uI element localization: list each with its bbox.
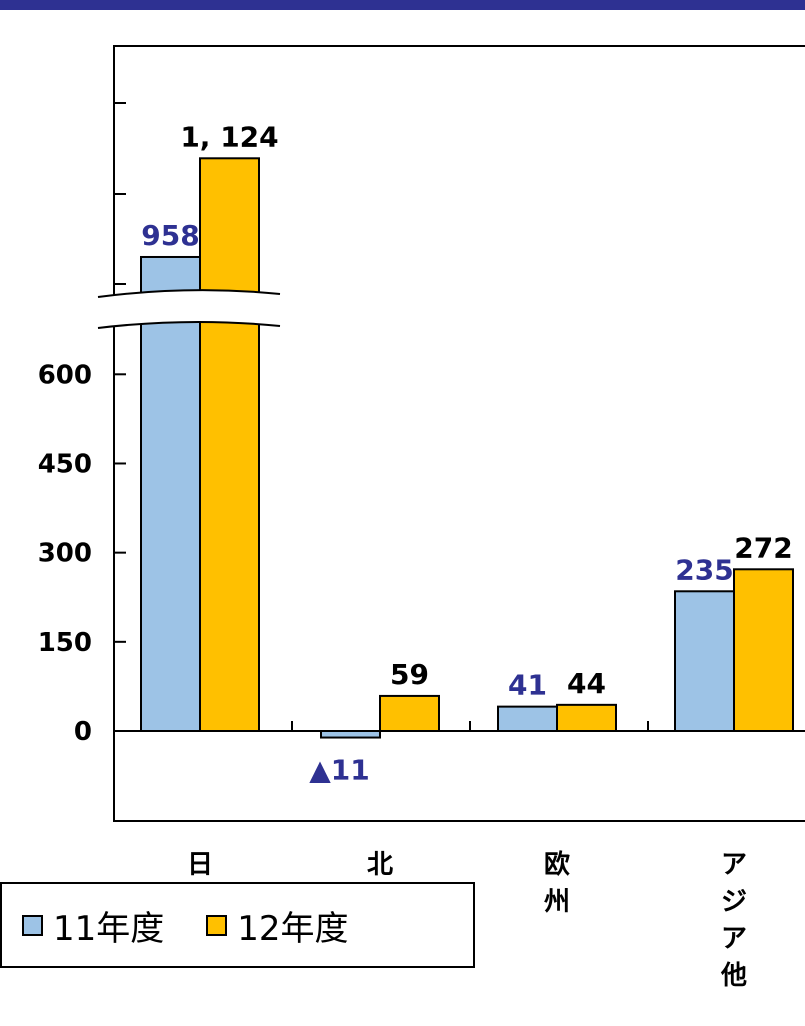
data-label: 44 xyxy=(567,667,606,700)
legend-label-12: 12年度 xyxy=(237,908,349,949)
y-tick-label: 450 xyxy=(38,449,92,479)
legend: 11年度 12年度 xyxy=(0,882,475,968)
y-tick-label: 0 xyxy=(74,717,92,747)
bar xyxy=(674,590,735,732)
axis-break-line xyxy=(97,320,281,329)
legend-swatch-11 xyxy=(22,914,43,936)
y-tick-label: 150 xyxy=(38,628,92,658)
category-label: 他 xyxy=(720,961,747,991)
legend-item-12: 12年度 xyxy=(206,901,349,950)
bars xyxy=(97,157,794,739)
data-label: 1, 124 xyxy=(180,120,278,153)
category-label: ジ xyxy=(721,887,747,917)
axis-break xyxy=(97,289,281,329)
category-label: 欧 xyxy=(544,849,570,880)
data-label: 958 xyxy=(141,219,199,252)
bar xyxy=(199,157,260,732)
y-tick-label: 600 xyxy=(38,360,92,390)
axis-break-gap xyxy=(98,290,280,328)
legend-swatch-12 xyxy=(206,914,228,936)
data-label: 235 xyxy=(675,553,733,586)
y-axis: 0 150 300 450 600 xyxy=(38,102,649,747)
category-label: ア xyxy=(721,850,747,880)
bar xyxy=(733,568,794,733)
bar xyxy=(379,694,440,732)
data-label: 59 xyxy=(390,658,429,691)
bar xyxy=(140,255,201,732)
legend-item-11: 11年度 xyxy=(22,901,164,950)
category-label: 北 xyxy=(367,850,393,880)
bar xyxy=(556,703,617,732)
data-label: 272 xyxy=(734,531,792,564)
bar xyxy=(497,705,558,732)
category-label: 州 xyxy=(544,887,570,917)
title-band xyxy=(0,0,805,10)
axis-break-line xyxy=(97,289,281,298)
category-label: 日 xyxy=(187,850,213,880)
legend-label-11: 11年度 xyxy=(53,908,165,949)
y-tick-label: 300 xyxy=(38,539,92,569)
category-label: ア xyxy=(721,924,747,954)
data-label: 41 xyxy=(508,669,547,702)
data-label: ▲11 xyxy=(309,754,370,787)
